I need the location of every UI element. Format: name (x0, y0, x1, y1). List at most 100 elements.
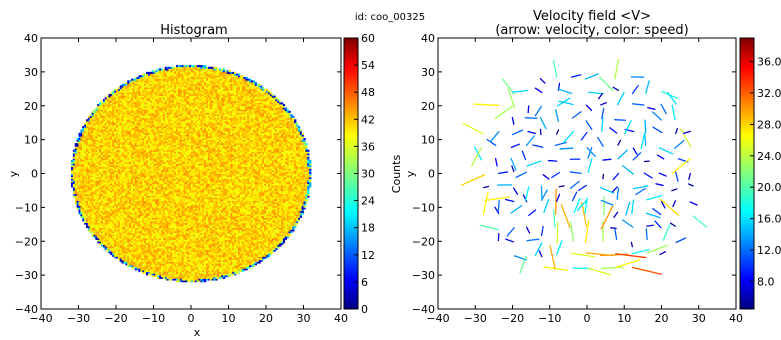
histogram-cell (114, 237, 117, 240)
histogram-cell (108, 215, 111, 218)
histogram-cell (136, 268, 139, 271)
histogram-cell (119, 112, 122, 115)
histogram-cell (119, 197, 122, 200)
histogram-cell (159, 159, 162, 162)
histogram-cell (123, 110, 126, 113)
histogram-cell (93, 171, 96, 174)
histogram-cell (95, 212, 98, 215)
histogram-cell (151, 156, 154, 159)
histogram-cell (104, 207, 107, 210)
histogram-cell (149, 273, 152, 276)
histogram-cell (127, 156, 130, 159)
histogram-cell (114, 175, 117, 178)
histogram-cell (76, 205, 79, 208)
histogram-cell (93, 178, 96, 181)
histogram-cell (159, 205, 162, 208)
histogram-cell (147, 98, 151, 102)
histogram-cell (127, 212, 130, 215)
histogram-cell (104, 188, 107, 191)
histogram-cell (99, 163, 102, 166)
histogram-cell (110, 102, 113, 105)
histogram-cell (144, 268, 147, 271)
histogram-cell (166, 178, 169, 181)
histogram-cell (132, 85, 136, 88)
histogram-cell (95, 166, 98, 169)
histogram-cell (119, 188, 122, 191)
histogram-cell (134, 222, 137, 225)
histogram-cell (149, 85, 152, 88)
histogram-cell (140, 132, 143, 135)
histogram-cell (123, 154, 126, 157)
histogram-cell (142, 259, 145, 262)
histogram-cell (123, 165, 126, 168)
histogram-cell (101, 107, 104, 110)
histogram-cell (76, 193, 79, 196)
histogram-cell (144, 207, 147, 210)
histogram-cell (114, 219, 117, 222)
histogram-cell (129, 263, 132, 266)
histogram-cell (132, 185, 136, 188)
histogram-cell (123, 188, 126, 191)
histogram-cell (144, 251, 147, 254)
histogram-cell (151, 251, 154, 254)
histogram-cell (104, 192, 107, 195)
histogram-cell (91, 181, 94, 185)
histogram-cell (117, 193, 121, 196)
histogram-cell (121, 200, 124, 203)
histogram-cell (114, 227, 117, 230)
histogram-cell (147, 146, 151, 149)
histogram-cell (93, 197, 96, 200)
histogram-cell (157, 80, 160, 83)
histogram-cell (104, 102, 107, 105)
histogram-cell (119, 163, 122, 166)
histogram-cell (112, 105, 115, 108)
histogram-cell (93, 219, 96, 222)
histogram-cell (93, 122, 96, 125)
histogram-cell (159, 137, 162, 140)
histogram-cell (87, 136, 91, 139)
histogram-cell (78, 144, 81, 147)
histogram-cell (151, 210, 154, 213)
histogram-cell (131, 200, 134, 203)
histogram-cell (114, 119, 117, 122)
histogram-cell (129, 117, 132, 120)
histogram-cell (110, 122, 113, 125)
histogram-cell (132, 231, 136, 234)
histogram-cell (121, 149, 124, 152)
histogram-cell (140, 197, 143, 200)
histogram-cell (104, 105, 107, 108)
histogram-cell (161, 214, 164, 217)
histogram-cell (136, 258, 139, 261)
histogram-cell (129, 110, 132, 113)
histogram-cell (84, 205, 87, 208)
histogram-cell (142, 264, 145, 267)
histogram-cell (84, 129, 87, 132)
histogram-cell (119, 166, 122, 169)
histogram-cell (161, 239, 164, 242)
histogram-cell (155, 273, 158, 276)
histogram-cell (168, 166, 171, 169)
histogram-cell (78, 210, 81, 213)
histogram-cell (127, 253, 130, 256)
histogram-cell (136, 170, 139, 173)
histogram-cell (161, 193, 164, 196)
histogram-cell (127, 143, 130, 146)
histogram-cell (129, 168, 132, 171)
histogram-cell (164, 193, 167, 196)
histogram-cell (110, 232, 113, 235)
histogram-cell (104, 119, 107, 122)
histogram-cell (149, 75, 152, 78)
histogram-cell (89, 217, 92, 220)
histogram-cell (121, 117, 124, 120)
histogram-cell (106, 212, 109, 215)
histogram-cell (125, 242, 128, 245)
histogram-cell (140, 100, 143, 103)
histogram-cell (121, 231, 124, 234)
histogram-cell (157, 259, 160, 262)
histogram-cell (157, 203, 160, 207)
histogram-cell (140, 120, 143, 124)
histogram-cell (164, 120, 167, 124)
histogram-cell (95, 226, 98, 229)
histogram-cell (159, 141, 162, 144)
histogram-cell (123, 259, 126, 262)
